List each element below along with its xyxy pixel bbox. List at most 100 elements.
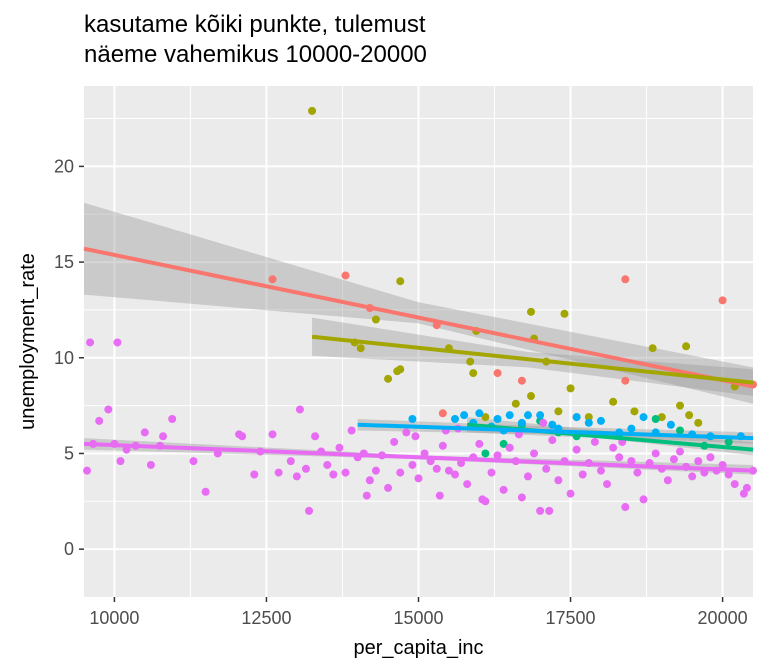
data-point-series-2 xyxy=(694,418,703,427)
data-point-series-2 xyxy=(648,344,657,353)
data-point-series-2 xyxy=(469,369,478,378)
y-tick-label: 20 xyxy=(54,156,74,176)
data-point-series-5 xyxy=(536,506,545,515)
data-point-series-5 xyxy=(168,415,177,424)
grid-major xyxy=(84,86,753,597)
data-point-series-3 xyxy=(724,437,733,446)
data-point-series-5 xyxy=(201,487,210,496)
x-axis-title: per_capita_inc xyxy=(353,637,483,659)
data-point-series-5 xyxy=(676,447,685,456)
data-point-series-2 xyxy=(554,407,563,416)
data-point-series-5 xyxy=(329,470,338,479)
data-point-series-5 xyxy=(578,470,587,479)
data-point-series-3 xyxy=(651,415,660,424)
data-point-series-5 xyxy=(603,480,612,489)
data-point-series-5 xyxy=(341,468,350,477)
data-point-series-5 xyxy=(450,470,459,479)
chart-title-line-2: näeme vahemikus 10000-20000 xyxy=(84,41,427,68)
data-point-series-5 xyxy=(487,468,496,477)
data-point-series-4 xyxy=(572,413,581,422)
data-point-series-1 xyxy=(341,271,350,280)
data-point-series-5 xyxy=(113,338,122,347)
x-tick-label: 10000 xyxy=(89,608,139,628)
data-point-series-5 xyxy=(86,338,95,347)
data-point-series-5 xyxy=(371,466,380,475)
data-point-series-5 xyxy=(475,439,484,448)
data-point-series-5 xyxy=(742,483,751,492)
data-point-series-5 xyxy=(250,470,259,479)
x-tick-label: 12500 xyxy=(241,608,291,628)
confidence-band-2 xyxy=(312,317,753,397)
data-point-series-5 xyxy=(730,480,739,489)
data-point-series-5 xyxy=(688,472,697,481)
data-point-series-5 xyxy=(295,405,304,414)
data-point-series-3 xyxy=(481,449,490,458)
data-point-series-5 xyxy=(669,455,678,464)
data-point-series-5 xyxy=(566,489,575,498)
data-point-series-2 xyxy=(566,384,575,393)
data-point-series-4 xyxy=(475,409,484,418)
trend-line-2 xyxy=(311,334,754,385)
data-point-series-5 xyxy=(694,457,703,466)
data-point-series-5 xyxy=(517,493,526,502)
data-point-series-5 xyxy=(724,470,733,479)
data-point-series-5 xyxy=(432,464,441,473)
data-point-series-5 xyxy=(478,495,487,504)
data-point-series-2 xyxy=(511,399,520,408)
data-point-series-1 xyxy=(493,369,502,378)
data-point-series-2 xyxy=(371,315,380,324)
data-point-series-5 xyxy=(639,495,648,504)
data-point-series-2 xyxy=(527,392,536,401)
data-point-series-5 xyxy=(396,468,405,477)
data-point-series-5 xyxy=(663,476,672,485)
data-point-series-5 xyxy=(402,428,411,437)
trend-line-1 xyxy=(83,246,754,389)
data-point-series-5 xyxy=(311,432,320,441)
data-point-series-5 xyxy=(411,432,420,441)
data-point-series-1 xyxy=(718,296,727,305)
y-tick-label: 5 xyxy=(64,443,74,463)
data-point-series-5 xyxy=(444,466,453,475)
data-point-series-5 xyxy=(542,464,551,473)
data-point-series-4 xyxy=(408,415,417,424)
data-point-series-5 xyxy=(596,466,605,475)
data-point-series-5 xyxy=(633,468,642,477)
data-point-series-4 xyxy=(523,411,532,420)
data-point-series-5 xyxy=(545,506,554,515)
y-axis-title: unemployment_rate xyxy=(17,253,39,430)
data-point-series-5 xyxy=(268,430,277,439)
data-point-series-5 xyxy=(390,437,399,446)
y-tick-label: 15 xyxy=(54,252,74,272)
data-point-series-3 xyxy=(676,426,685,435)
data-point-series-5 xyxy=(95,416,104,425)
data-point-series-5 xyxy=(514,430,523,439)
chart-title-line-1: kasutame kõiki punkte, tulemust xyxy=(84,11,426,38)
data-point-series-5 xyxy=(627,457,636,466)
data-point-series-2 xyxy=(356,344,365,353)
data-point-series-4 xyxy=(505,411,514,420)
data-point-series-5 xyxy=(408,460,417,469)
data-point-series-5 xyxy=(146,460,155,469)
data-point-series-5 xyxy=(365,476,374,485)
data-point-series-5 xyxy=(463,480,472,489)
data-point-series-4 xyxy=(548,420,557,429)
data-point-series-4 xyxy=(460,411,469,420)
data-point-series-5 xyxy=(83,466,92,475)
data-point-series-4 xyxy=(627,424,636,433)
x-tick-label: 20000 xyxy=(698,608,748,628)
data-point-series-5 xyxy=(159,432,168,441)
data-point-series-5 xyxy=(590,437,599,446)
y-axis: 0 5 10 15 20 xyxy=(54,156,84,559)
data-point-series-5 xyxy=(651,449,660,458)
data-point-series-2 xyxy=(481,413,490,422)
data-point-series-2 xyxy=(560,309,569,318)
data-point-series-5 xyxy=(347,426,356,435)
chart-title: kasutame kõiki punkte, tulemust näeme va… xyxy=(84,10,427,70)
data-point-series-5 xyxy=(189,457,198,466)
data-point-series-5 xyxy=(292,472,301,481)
y-tick-label: 10 xyxy=(54,348,74,368)
data-point-series-5 xyxy=(305,506,314,515)
data-point-series-5 xyxy=(609,443,618,452)
data-point-series-5 xyxy=(718,460,727,469)
